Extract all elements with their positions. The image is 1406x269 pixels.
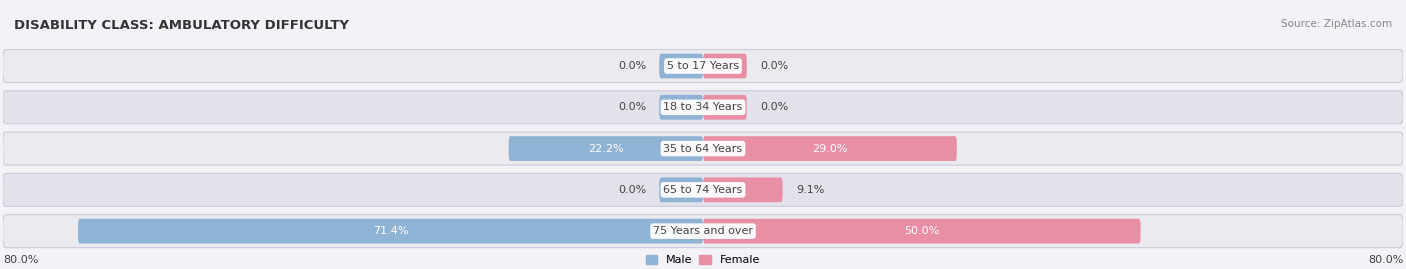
Text: 22.2%: 22.2%	[588, 144, 624, 154]
Text: 80.0%: 80.0%	[3, 255, 38, 265]
FancyBboxPatch shape	[79, 219, 703, 243]
Text: 0.0%: 0.0%	[617, 102, 647, 112]
FancyBboxPatch shape	[703, 136, 957, 161]
Text: 80.0%: 80.0%	[1368, 255, 1403, 265]
Text: 0.0%: 0.0%	[617, 61, 647, 71]
Text: 29.0%: 29.0%	[813, 144, 848, 154]
FancyBboxPatch shape	[3, 91, 1403, 124]
FancyBboxPatch shape	[703, 54, 747, 78]
Text: 75 Years and over: 75 Years and over	[652, 226, 754, 236]
Text: 0.0%: 0.0%	[759, 102, 789, 112]
FancyBboxPatch shape	[703, 95, 747, 120]
Text: 0.0%: 0.0%	[759, 61, 789, 71]
Text: 35 to 64 Years: 35 to 64 Years	[664, 144, 742, 154]
Text: 65 to 74 Years: 65 to 74 Years	[664, 185, 742, 195]
Text: 5 to 17 Years: 5 to 17 Years	[666, 61, 740, 71]
Text: 50.0%: 50.0%	[904, 226, 939, 236]
FancyBboxPatch shape	[3, 132, 1403, 165]
FancyBboxPatch shape	[703, 219, 1140, 243]
FancyBboxPatch shape	[659, 54, 703, 78]
Text: 0.0%: 0.0%	[617, 185, 647, 195]
Text: DISABILITY CLASS: AMBULATORY DIFFICULTY: DISABILITY CLASS: AMBULATORY DIFFICULTY	[14, 19, 349, 32]
FancyBboxPatch shape	[659, 178, 703, 202]
FancyBboxPatch shape	[3, 173, 1403, 206]
FancyBboxPatch shape	[659, 95, 703, 120]
Text: 71.4%: 71.4%	[373, 226, 408, 236]
Legend: Male, Female: Male, Female	[647, 255, 759, 265]
FancyBboxPatch shape	[703, 178, 783, 202]
Text: Source: ZipAtlas.com: Source: ZipAtlas.com	[1281, 19, 1392, 29]
FancyBboxPatch shape	[3, 215, 1403, 248]
Text: 9.1%: 9.1%	[796, 185, 824, 195]
FancyBboxPatch shape	[3, 49, 1403, 83]
FancyBboxPatch shape	[509, 136, 703, 161]
Text: 18 to 34 Years: 18 to 34 Years	[664, 102, 742, 112]
